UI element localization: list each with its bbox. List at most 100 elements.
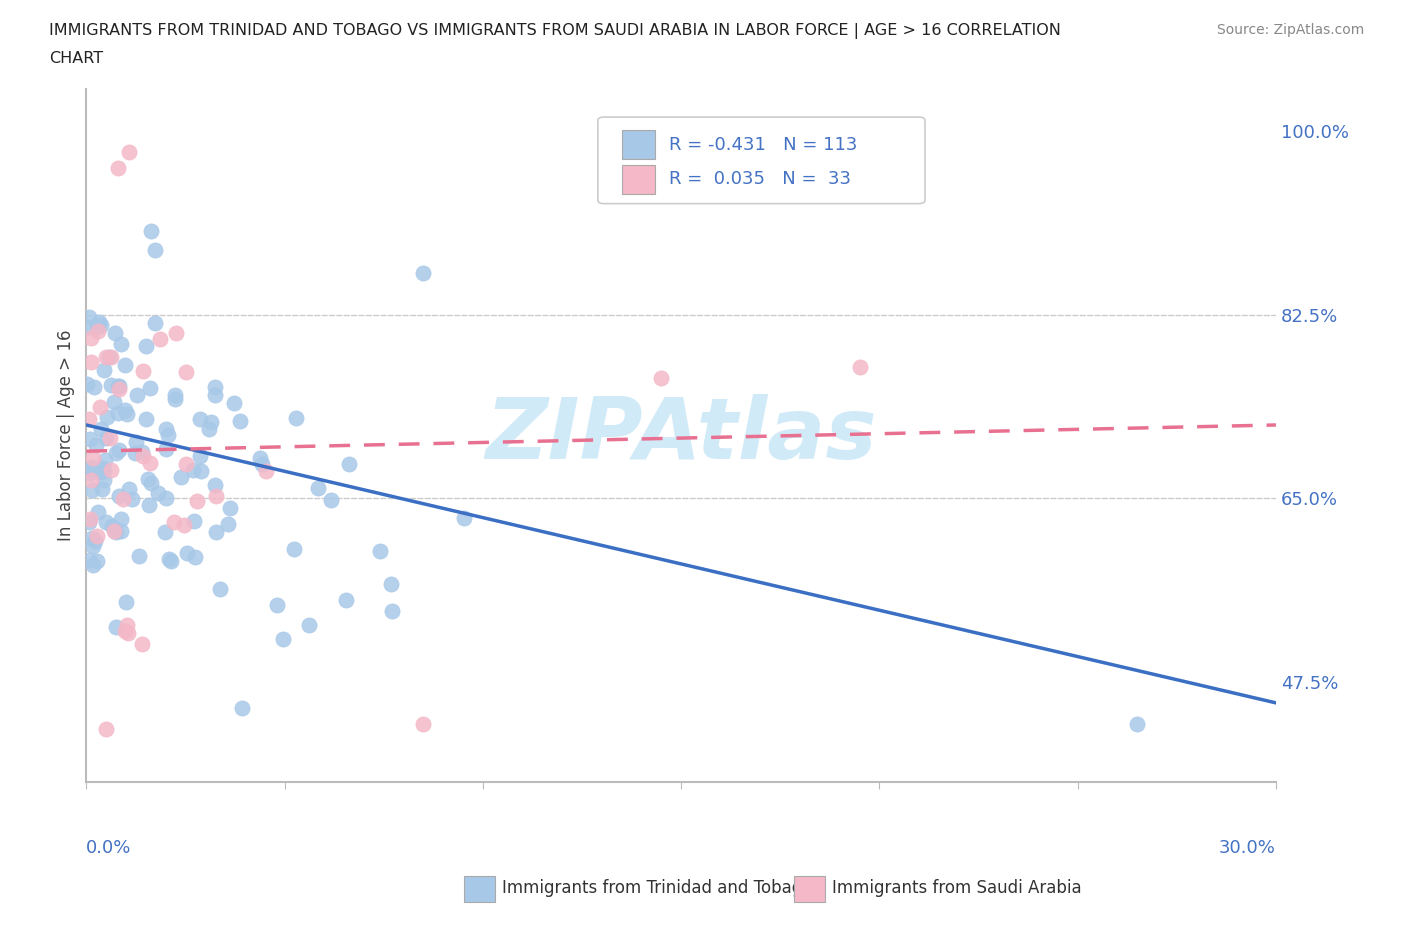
Point [370,543,392,558]
Point [124,445,146,460]
Point [100,378,122,392]
Point [124,435,146,450]
Point [108,488,131,503]
Point [100,463,122,478]
Point [94,722,117,737]
Text: R =  0.035   N =  33: R = 0.035 N = 33 [669,170,851,189]
Point [176,546,198,561]
Point [87,324,110,339]
Point [249,450,271,465]
Point [93,472,115,487]
Point [101,519,124,534]
Point [98,431,121,445]
Point [1126,716,1149,731]
Text: ZIPAtlas: ZIPAtlas [485,394,877,477]
Point [143,315,166,330]
Point [118,145,141,160]
Point [136,472,159,486]
Point [105,446,128,461]
Point [209,581,232,596]
Text: Immigrants from Trinidad and Tobago: Immigrants from Trinidad and Tobago [502,879,813,897]
Point [200,414,222,429]
Point [125,387,148,402]
Point [271,631,294,646]
Point [111,491,134,506]
Point [198,422,221,437]
Point [107,405,129,420]
Point [848,360,870,375]
Point [155,422,177,437]
Point [176,365,198,379]
Point [335,592,357,607]
Point [115,406,138,421]
Point [89,464,111,479]
Point [84,438,107,453]
Point [412,265,434,280]
Point [117,626,139,641]
Point [79,310,101,325]
Point [188,411,211,426]
Point [283,541,305,556]
Point [86,529,108,544]
Text: R = -0.431   N = 113: R = -0.431 N = 113 [669,136,858,153]
Point [155,491,177,506]
Text: CHART: CHART [49,51,103,66]
Point [149,331,172,346]
Point [174,457,197,472]
FancyBboxPatch shape [621,130,655,159]
Point [94,453,117,468]
Point [103,524,125,538]
Text: IMMIGRANTS FROM TRINIDAD AND TOBAGO VS IMMIGRANTS FROM SAUDI ARABIA IN LABOR FOR: IMMIGRANTS FROM TRINIDAD AND TOBAGO VS I… [49,23,1062,39]
Point [153,525,176,540]
Point [105,620,128,635]
Point [82,538,104,553]
Point [77,412,100,427]
Text: Immigrants from Saudi Arabia: Immigrants from Saudi Arabia [832,879,1083,897]
Point [135,339,157,353]
Point [77,514,100,529]
Point [110,524,132,538]
Point [77,320,100,335]
Point [163,392,186,406]
Point [162,514,184,529]
Point [76,377,98,392]
Point [139,224,162,239]
Point [77,553,100,568]
Point [107,161,129,176]
Point [160,554,183,569]
Point [94,350,117,365]
Point [90,421,112,436]
Point [170,469,193,484]
Point [89,314,111,329]
Point [82,463,104,478]
Point [650,370,672,385]
Point [254,463,277,478]
Point [229,414,252,429]
Point [157,551,180,566]
Point [135,412,157,427]
Point [93,463,115,478]
Point [173,517,195,532]
Point [82,558,104,573]
Point [110,512,132,527]
Point [128,549,150,564]
Point [79,432,101,446]
Point [79,512,101,526]
Point [90,318,112,333]
Point [107,379,129,393]
FancyBboxPatch shape [598,117,925,204]
Point [94,431,117,445]
Point [100,350,122,365]
Point [80,354,103,369]
Point [186,493,208,508]
Point [146,485,169,500]
Point [96,410,118,425]
Point [107,382,129,397]
Point [80,459,103,474]
Point [80,531,103,546]
Point [82,483,104,498]
Point [103,395,125,410]
Point [380,577,402,591]
Point [114,624,136,639]
Point [143,243,166,258]
